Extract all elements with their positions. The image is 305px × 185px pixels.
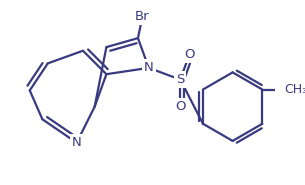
Text: N: N [144, 61, 154, 74]
Text: O: O [175, 100, 185, 113]
Text: O: O [184, 48, 195, 61]
Text: Br: Br [135, 10, 150, 23]
Text: N: N [72, 136, 81, 149]
Text: S: S [176, 73, 185, 86]
Text: CH₃: CH₃ [284, 83, 305, 96]
